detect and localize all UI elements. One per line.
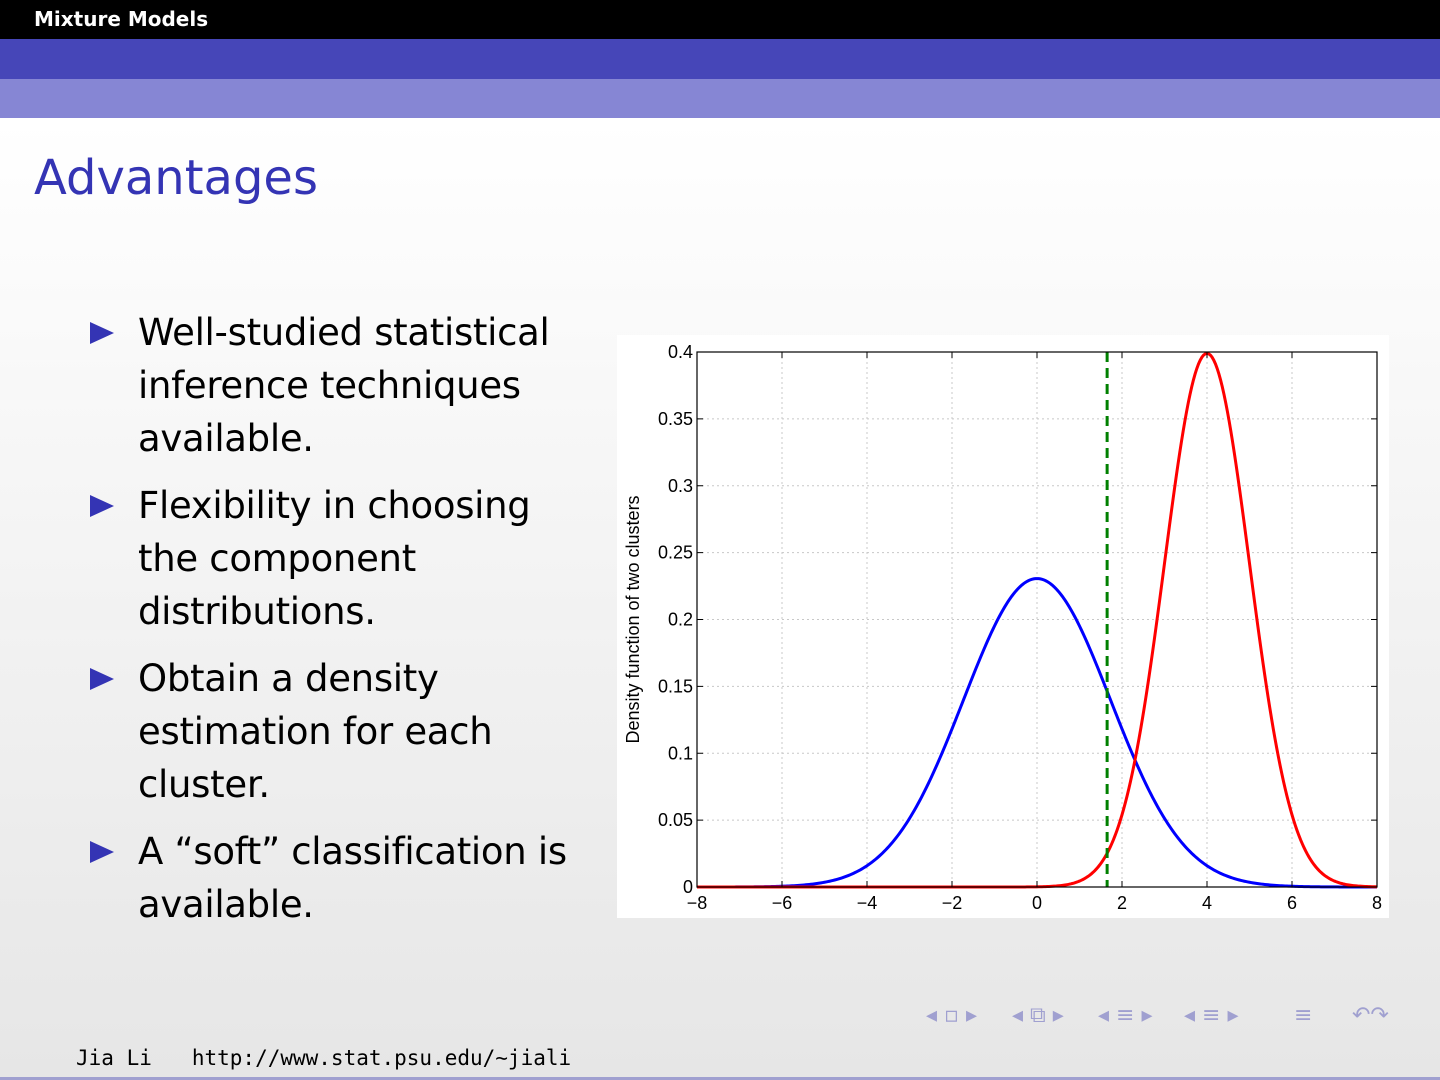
y-tick-label: 0.3: [668, 476, 693, 496]
x-tick-label: 2: [1117, 893, 1127, 913]
y-axis-label: Density function of two clusters: [623, 495, 643, 743]
nav-undo-redo-icon[interactable]: ↶↷: [1352, 1003, 1389, 1028]
footer-line: [0, 1077, 1440, 1080]
triangle-bullet-icon: [90, 841, 114, 863]
y-tick-label: 0.2: [668, 610, 693, 630]
y-tick-label: 0.35: [658, 409, 693, 429]
bullet-text: Well-studied statistical inference techn…: [138, 311, 550, 460]
bullet-text: Flexibility in choosing the component di…: [138, 484, 531, 633]
subheader-band: [0, 79, 1440, 118]
y-tick-label: 0.1: [668, 743, 693, 763]
bullet-text: Obtain a density estimation for each clu…: [138, 657, 493, 806]
y-tick-label: 0.05: [658, 810, 693, 830]
y-tick-label: 0.4: [668, 342, 693, 362]
x-tick-label: −6: [772, 893, 793, 913]
presentation-title: Mixture Models: [34, 7, 209, 31]
y-tick-label: 0.15: [658, 676, 693, 696]
bullet-item: Obtain a density estimation for each clu…: [90, 652, 570, 811]
nav-section-icon[interactable]: ◂ ⧉ ▸: [1012, 1003, 1064, 1028]
nav-subsection-icon[interactable]: ◂ ≡ ▸: [1098, 1003, 1153, 1028]
nav-slide-icon[interactable]: ◂ ≡ ▸: [1184, 1003, 1239, 1028]
x-tick-label: −8: [687, 893, 708, 913]
bullet-item: Well-studied statistical inference techn…: [90, 306, 570, 465]
series-line-1: [697, 577, 1377, 889]
x-tick-label: −2: [942, 893, 963, 913]
bullet-text: A “soft” classification is available.: [138, 830, 567, 926]
density-chart-svg: −8 −6 −4 −2 0 2 4 6 8 0 0.05 0.1 0.15 0.2 0.25 0.3 0.35 0…: [623, 342, 1382, 913]
y-tick-label: 0.25: [658, 543, 693, 563]
footer: Jia Li http://www.stat.psu.edu/∼jiali: [76, 1046, 611, 1070]
bullet-item: A “soft” classification is available.: [90, 825, 570, 931]
triangle-bullet-icon: [90, 495, 114, 517]
x-tick-label: 8: [1372, 893, 1382, 913]
nav-toc-icon[interactable]: ≡: [1294, 1003, 1313, 1028]
bullet-list: Well-studied statistical inference techn…: [90, 306, 570, 945]
x-tick-label: 0: [1032, 893, 1042, 913]
bullet-item: Flexibility in choosing the component di…: [90, 479, 570, 638]
nav-frame-icon[interactable]: ◂ ▫ ▸: [926, 1003, 977, 1028]
frame-title: Advantages: [34, 150, 318, 206]
triangle-bullet-icon: [90, 322, 114, 344]
density-chart: −8 −6 −4 −2 0 2 4 6 8 0 0.05 0.1 0.15 0.2 0.25 0.3 0.35 0…: [617, 335, 1389, 918]
x-tick-label: 6: [1287, 893, 1297, 913]
footer-url[interactable]: http://www.stat.psu.edu/∼jiali: [191, 1046, 572, 1070]
header-band: [0, 39, 1440, 79]
x-tick-label: −4: [857, 893, 878, 913]
y-tick-label: 0: [683, 877, 693, 897]
header-bar: Mixture Models: [0, 0, 1440, 39]
triangle-bullet-icon: [90, 668, 114, 690]
footer-author: Jia Li: [76, 1046, 152, 1070]
x-tick-label: 4: [1202, 893, 1212, 913]
